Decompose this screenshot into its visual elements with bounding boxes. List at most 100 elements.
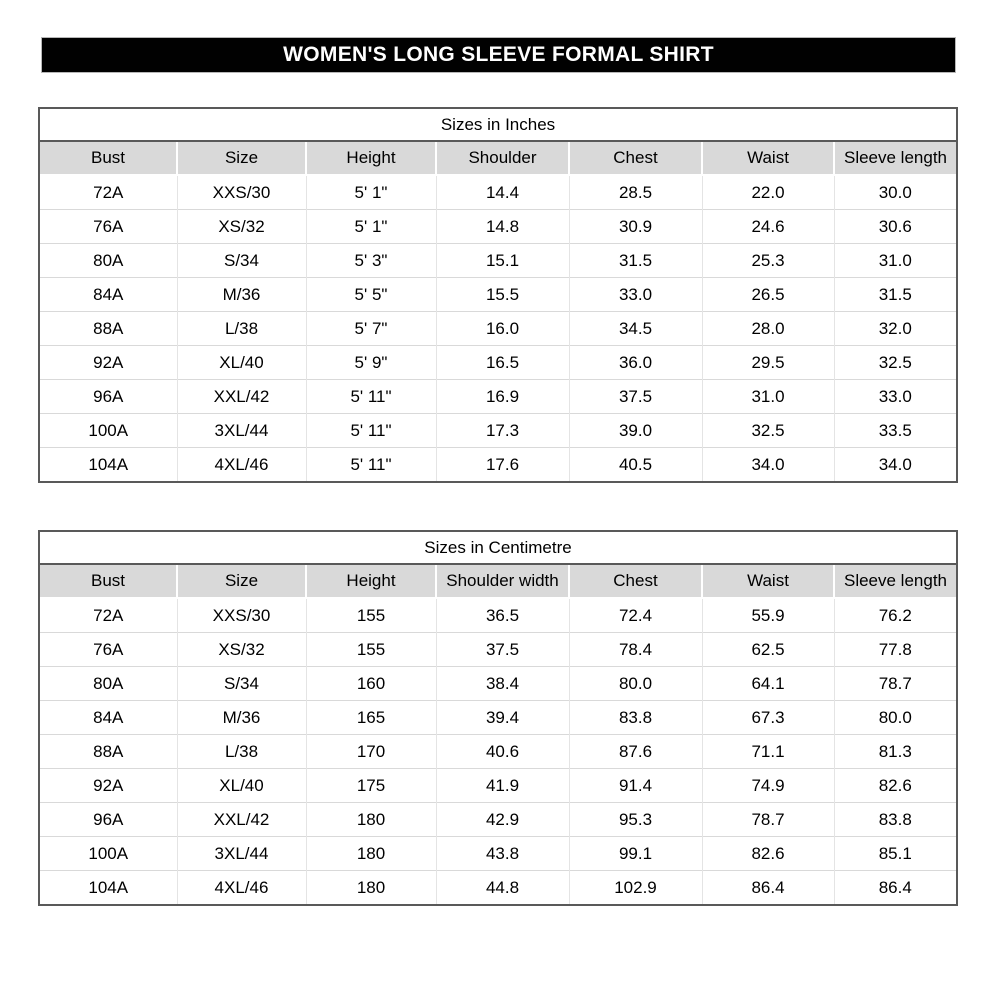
centimetre-table: Bust Size Height Shoulder width Chest Waist Sl… xyxy=(40,565,956,904)
table-cell: 33.5 xyxy=(833,413,956,448)
table-cell: 5' 11" xyxy=(305,447,436,481)
table-cell: 76A xyxy=(40,209,177,244)
table-cell: 34.0 xyxy=(701,447,834,481)
table-cell: 78.7 xyxy=(833,666,956,701)
header-row: Bust Size Height Shoulder Chest Waist Sleeve l… xyxy=(40,142,956,176)
table-cell: 17.3 xyxy=(435,413,569,448)
table-row: 72A XXS/30 5' 1" 14.4 28.5 22.0 30.0 xyxy=(40,175,956,210)
table-cell: 17.6 xyxy=(435,447,569,481)
column-header: Size xyxy=(176,142,306,176)
table-cell: 26.5 xyxy=(701,277,834,312)
table-cell: 80A xyxy=(40,666,177,701)
table-cell: 3XL/44 xyxy=(176,836,306,871)
inches-table-title: Sizes in Inches xyxy=(40,109,956,142)
table-cell: 92A xyxy=(40,768,177,803)
table-row: 80A S/34 5' 3" 15.1 31.5 25.3 31.0 xyxy=(40,243,956,278)
table-cell: 5' 3" xyxy=(305,243,436,278)
table-row: 100A 3XL/44 180 43.8 99.1 82.6 85.1 xyxy=(40,836,956,871)
table-cell: 77.8 xyxy=(833,632,956,667)
table-cell: 4XL/46 xyxy=(176,870,306,904)
table-cell: 43.8 xyxy=(435,836,569,871)
table-cell: 100A xyxy=(40,836,177,871)
table-cell: L/38 xyxy=(176,311,306,346)
table-cell: 91.4 xyxy=(568,768,702,803)
table-cell: L/38 xyxy=(176,734,306,769)
table-cell: 83.8 xyxy=(833,802,956,837)
table-cell: 5' 5" xyxy=(305,277,436,312)
centimetre-table-title: Sizes in Centimetre xyxy=(40,532,956,565)
table-cell: 102.9 xyxy=(568,870,702,904)
table-cell: 76.2 xyxy=(833,598,956,633)
table-cell: 180 xyxy=(305,836,436,871)
table-cell: 33.0 xyxy=(568,277,702,312)
table-cell: XXS/30 xyxy=(176,175,306,210)
centimetre-table-header: Bust Size Height Shoulder width Chest Waist Sl… xyxy=(40,565,956,599)
table-cell: 84A xyxy=(40,277,177,312)
table-cell: XL/40 xyxy=(176,768,306,803)
centimetre-table-section: Sizes in Centimetre Bust Size Height Should… xyxy=(38,530,958,906)
table-row: 88A L/38 5' 7" 16.0 34.5 28.0 32.0 xyxy=(40,311,956,346)
table-cell: 34.5 xyxy=(568,311,702,346)
table-row: 96A XXL/42 5' 11" 16.9 37.5 31.0 33.0 xyxy=(40,379,956,414)
table-cell: 30.0 xyxy=(833,175,956,210)
table-row: 88A L/38 170 40.6 87.6 71.1 81.3 xyxy=(40,734,956,769)
table-cell: 155 xyxy=(305,598,436,633)
table-row: 76A XS/32 5' 1" 14.8 30.9 24.6 30.6 xyxy=(40,209,956,244)
column-header: Bust xyxy=(40,142,177,176)
column-header: Shoulder width xyxy=(435,565,569,599)
table-cell: 29.5 xyxy=(701,345,834,380)
table-cell: 40.6 xyxy=(435,734,569,769)
table-cell: 5' 11" xyxy=(305,413,436,448)
table-cell: 16.0 xyxy=(435,311,569,346)
table-cell: 32.5 xyxy=(701,413,834,448)
table-cell: 104A xyxy=(40,447,177,481)
table-cell: 180 xyxy=(305,870,436,904)
table-cell: 95.3 xyxy=(568,802,702,837)
table-row: 84A M/36 165 39.4 83.8 67.3 80.0 xyxy=(40,700,956,735)
table-cell: XS/32 xyxy=(176,209,306,244)
table-cell: 14.4 xyxy=(435,175,569,210)
page-title: WOMEN'S LONG SLEEVE FORMAL SHIRT xyxy=(283,43,714,66)
table-row: 80A S/34 160 38.4 80.0 64.1 78.7 xyxy=(40,666,956,701)
table-cell: 15.1 xyxy=(435,243,569,278)
table-cell: 14.8 xyxy=(435,209,569,244)
table-cell: 165 xyxy=(305,700,436,735)
table-row: 92A XL/40 5' 9" 16.5 36.0 29.5 32.5 xyxy=(40,345,956,380)
table-cell: 84A xyxy=(40,700,177,735)
table-cell: 175 xyxy=(305,768,436,803)
table-cell: 74.9 xyxy=(701,768,834,803)
table-row: 92A XL/40 175 41.9 91.4 74.9 82.6 xyxy=(40,768,956,803)
column-header: Waist xyxy=(701,142,834,176)
table-cell: 88A xyxy=(40,311,177,346)
table-cell: 5' 1" xyxy=(305,175,436,210)
table-row: 104A 4XL/46 180 44.8 102.9 86.4 86.4 xyxy=(40,870,956,904)
table-cell: 96A xyxy=(40,802,177,837)
table-cell: 16.9 xyxy=(435,379,569,414)
table-cell: 82.6 xyxy=(701,836,834,871)
table-cell: 30.9 xyxy=(568,209,702,244)
column-header: Waist xyxy=(701,565,834,599)
table-row: 96A XXL/42 180 42.9 95.3 78.7 83.8 xyxy=(40,802,956,837)
table-cell: 78.7 xyxy=(701,802,834,837)
table-cell: 30.6 xyxy=(833,209,956,244)
table-cell: 37.5 xyxy=(568,379,702,414)
column-header: Shoulder xyxy=(435,142,569,176)
table-cell: 64.1 xyxy=(701,666,834,701)
table-cell: 34.0 xyxy=(833,447,956,481)
table-cell: 39.0 xyxy=(568,413,702,448)
table-cell: 92A xyxy=(40,345,177,380)
table-cell: 5' 1" xyxy=(305,209,436,244)
table-cell: 15.5 xyxy=(435,277,569,312)
table-cell: 31.0 xyxy=(833,243,956,278)
table-cell: S/34 xyxy=(176,666,306,701)
table-cell: 33.0 xyxy=(833,379,956,414)
table-cell: 83.8 xyxy=(568,700,702,735)
column-header: Chest xyxy=(568,142,702,176)
table-cell: 155 xyxy=(305,632,436,667)
table-cell: 3XL/44 xyxy=(176,413,306,448)
table-cell: 76A xyxy=(40,632,177,667)
table-cell: XS/32 xyxy=(176,632,306,667)
table-cell: 80A xyxy=(40,243,177,278)
table-cell: XL/40 xyxy=(176,345,306,380)
